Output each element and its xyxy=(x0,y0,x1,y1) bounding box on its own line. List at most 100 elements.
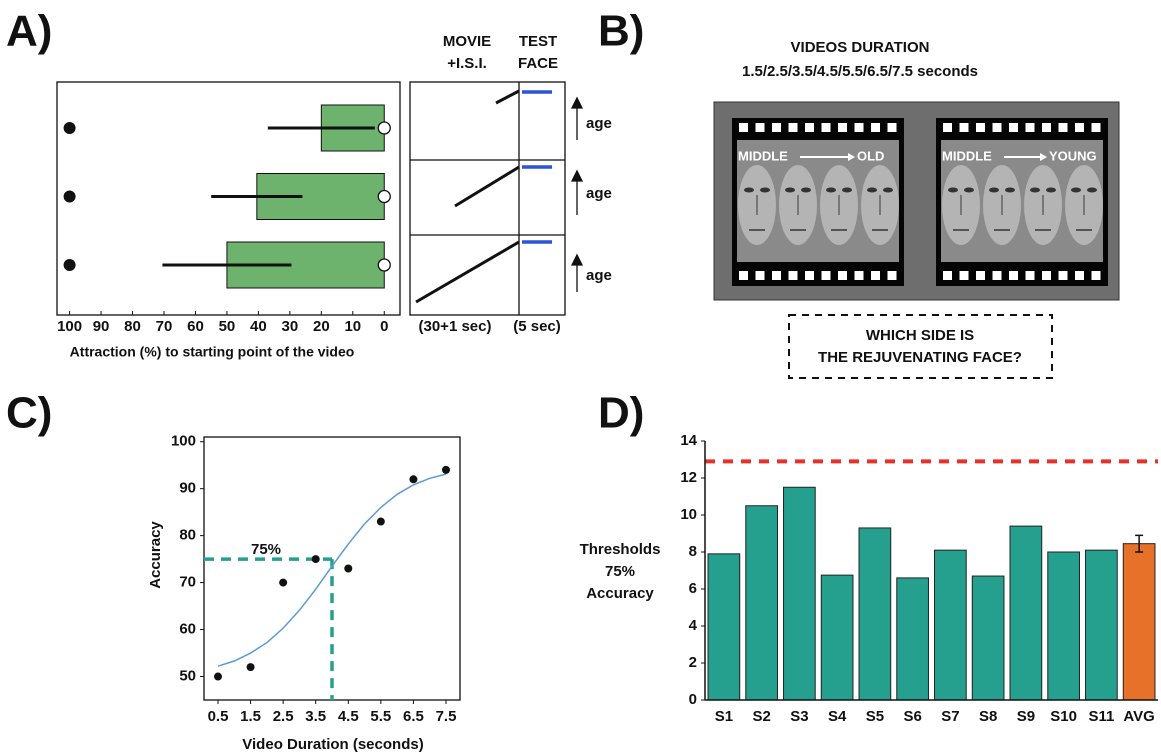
bar xyxy=(1048,552,1080,700)
x-tick-label: S6 xyxy=(903,708,921,725)
strip-to: YOUNG xyxy=(1049,148,1097,163)
question: THE REJUVENATING FACE? xyxy=(818,349,1022,366)
eye xyxy=(948,188,958,193)
diagram-title: VIDEOS DURATION xyxy=(791,39,930,56)
x-tick-label: 0.5 xyxy=(208,708,229,725)
x-tick-label: S2 xyxy=(752,708,770,725)
sprocket xyxy=(822,123,831,132)
schematic-header: +I.S.I. xyxy=(447,55,487,72)
fit-line xyxy=(218,474,446,666)
arrow-label: age xyxy=(586,115,612,132)
sprocket xyxy=(789,123,798,132)
question-box xyxy=(789,315,1052,378)
y-tick-label: 2 xyxy=(689,654,697,671)
diagram-subtitle: 1.5/2.5/3.5/4.5/5.5/6.5/7.5 seconds xyxy=(742,63,978,80)
duration-label: (30+1 sec) xyxy=(419,318,492,335)
sprocket xyxy=(993,271,1002,280)
sprocket xyxy=(1042,271,1051,280)
panel-label: C) xyxy=(6,389,52,438)
point xyxy=(214,673,222,681)
bar xyxy=(1010,526,1042,700)
sprocket xyxy=(772,123,781,132)
point xyxy=(377,518,385,526)
sprocket xyxy=(1059,271,1068,280)
arrow-label: age xyxy=(586,267,612,284)
end-marker xyxy=(378,122,390,134)
sprocket xyxy=(960,271,969,280)
x-tick-label: 90 xyxy=(93,318,110,335)
bar xyxy=(1086,550,1118,700)
eye xyxy=(801,188,811,193)
schematic-header: MOVIE xyxy=(443,33,491,50)
schematic-header: TEST xyxy=(519,33,557,50)
x-tick-label: 50 xyxy=(219,318,236,335)
bar xyxy=(821,575,853,700)
x-tick-label: 7.5 xyxy=(436,708,457,725)
y-tick-label: 70 xyxy=(179,574,196,591)
x-tick-label: AVG xyxy=(1123,708,1154,725)
end-marker xyxy=(378,259,390,271)
x-axis-label: Attraction (%) to starting point of the … xyxy=(70,344,355,360)
start-marker xyxy=(64,122,76,134)
bar xyxy=(972,576,1004,700)
x-axis-label: Video Duration (seconds) xyxy=(242,736,423,753)
question: WHICH SIDE IS xyxy=(866,327,974,344)
y-axis-label: Accuracy xyxy=(147,521,164,589)
point xyxy=(279,579,287,587)
sprocket xyxy=(1026,271,1035,280)
x-tick-label: S5 xyxy=(866,708,884,725)
x-tick-label: 60 xyxy=(187,318,204,335)
sprocket xyxy=(1009,123,1018,132)
sprocket xyxy=(838,123,847,132)
sprocket xyxy=(1009,271,1018,280)
point xyxy=(409,475,417,483)
x-tick-label: 20 xyxy=(313,318,330,335)
x-tick-label: 1.5 xyxy=(240,708,261,725)
sprocket xyxy=(756,123,765,132)
strip-from: MIDDLE xyxy=(738,148,788,163)
sprocket xyxy=(888,123,897,132)
point xyxy=(344,565,352,573)
x-tick-label: S4 xyxy=(828,708,847,725)
sprocket xyxy=(960,123,969,132)
eye xyxy=(964,188,974,193)
eye xyxy=(1030,188,1040,193)
panel-label: B) xyxy=(598,7,644,56)
sprocket xyxy=(739,123,748,132)
sprocket xyxy=(838,271,847,280)
point xyxy=(442,466,450,474)
sprocket xyxy=(1092,123,1101,132)
x-tick-label: 10 xyxy=(344,318,361,335)
sprocket xyxy=(888,271,897,280)
threshold-label: 75% xyxy=(251,541,281,558)
bar xyxy=(1123,544,1155,700)
x-tick-label: 6.5 xyxy=(403,708,424,725)
eye xyxy=(1071,188,1081,193)
eye xyxy=(883,188,893,193)
eye xyxy=(760,188,770,193)
eye xyxy=(785,188,795,193)
sprocket xyxy=(1042,123,1051,132)
x-tick-label: S7 xyxy=(941,708,959,725)
eye xyxy=(867,188,877,193)
bar xyxy=(897,578,929,700)
sprocket xyxy=(1075,271,1084,280)
sprocket xyxy=(855,123,864,132)
bar xyxy=(746,506,778,700)
y-tick-label: 8 xyxy=(689,543,697,560)
sprocket xyxy=(871,123,880,132)
figure: A) B) C) D) MOVIE +I.S.I. TEST FACE (30+… xyxy=(0,0,1161,756)
sprocket xyxy=(805,123,814,132)
x-tick-label: S1 xyxy=(715,708,733,725)
point xyxy=(247,663,255,671)
sprocket xyxy=(976,123,985,132)
y-tick-label: 14 xyxy=(680,432,697,449)
sprocket xyxy=(756,271,765,280)
x-tick-label: S10 xyxy=(1050,708,1077,725)
x-tick-label: 30 xyxy=(282,318,299,335)
y-tick-label: 50 xyxy=(179,667,196,684)
y-axis-label: Thresholds xyxy=(580,541,661,558)
y-tick-label: 100 xyxy=(171,433,196,450)
sprocket xyxy=(789,271,798,280)
strip-to: OLD xyxy=(857,148,884,163)
